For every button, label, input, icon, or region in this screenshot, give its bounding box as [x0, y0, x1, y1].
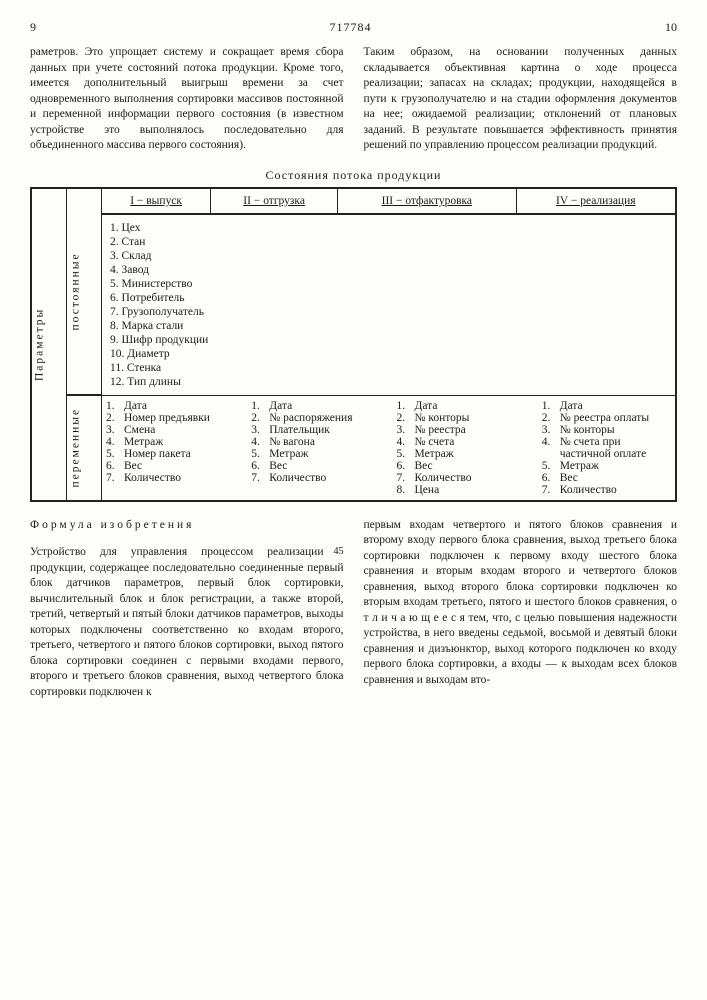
- variable-item: 7.Количество: [251, 472, 380, 484]
- variable-row: переменные 1.Дата2.Номер предъявки3.Смен…: [31, 395, 676, 501]
- var-col-2: 1.Дата2.№ распоряжения3.Плательщик4.№ ва…: [247, 396, 384, 500]
- variable-item: 5.Номер пакета: [106, 448, 235, 460]
- variable-item: 7.Количество: [106, 472, 235, 484]
- constant-item: 2. Стан: [110, 235, 667, 249]
- constant-item: 1. Цех: [110, 221, 667, 235]
- variable-item: 2.Номер предъявки: [106, 412, 235, 424]
- variable-item: 1.Дата: [106, 400, 235, 412]
- formula-right-col: первым входам четвертого и пятого блоков…: [364, 518, 678, 701]
- variable-item: 6.Вес: [397, 460, 526, 472]
- variable-item: 5.Метраж: [251, 448, 380, 460]
- variable-item: 6.Вес: [542, 472, 671, 484]
- variable-item: 4.№ счета при частичной оплате: [542, 436, 671, 460]
- variable-item: 8.Цена: [397, 484, 526, 496]
- variable-item: 5.Метраж: [542, 460, 671, 472]
- page-right: 10: [665, 20, 677, 35]
- variable-item: 4.Метраж: [106, 436, 235, 448]
- top-left-paragraph: раметров. Это упрощает систему и сокраща…: [30, 45, 344, 154]
- table-title: Состояния потока продукции: [30, 168, 677, 183]
- variable-item: 3.Смена: [106, 424, 235, 436]
- constant-item: 12. Тип длины: [110, 375, 667, 389]
- formula-left-text: 45 Устройство для управления процессом р…: [30, 545, 344, 700]
- state-table: Параметры постоянные I − выпуск II − отг…: [30, 187, 677, 502]
- variable-item: 1.Дата: [542, 400, 671, 412]
- variable-item: 6.Вес: [251, 460, 380, 472]
- top-right-paragraph: Таким образом, на основании полученных д…: [364, 45, 678, 154]
- variable-item: 4.№ вагона: [251, 436, 380, 448]
- var-col-3: 1.Дата2.№ конторы3.№ реестра4.№ счета5.М…: [393, 396, 530, 500]
- formula-title: Формула изобретения: [30, 518, 344, 534]
- line-num-45: 45: [330, 545, 344, 559]
- constant-item: 8. Марка стали: [110, 319, 667, 333]
- formula-right-text: первым входам четвертого и пятого блоков…: [364, 518, 678, 689]
- top-text-columns: раметров. Это упрощает систему и сокраща…: [30, 45, 677, 154]
- variable-item: 2.№ реестра оплаты: [542, 412, 671, 424]
- side-label-outer: Параметры: [31, 188, 67, 501]
- var-col-4: 1.Дата2.№ реестра оплаты3.№ конторы4.№ с…: [538, 396, 675, 500]
- constant-item: 3. Склад: [110, 249, 667, 263]
- variable-item: 3.Плательщик: [251, 424, 380, 436]
- variable-item: 1.Дата: [251, 400, 380, 412]
- variable-item: 7.Количество: [397, 472, 526, 484]
- variable-item: 1.Дата: [397, 400, 526, 412]
- variable-item: 5.Метраж: [397, 448, 526, 460]
- variable-cell: 1.Дата2.Номер предъявки3.Смена4.Метраж5.…: [102, 395, 677, 501]
- variable-item: 2.№ конторы: [397, 412, 526, 424]
- side-label-top: постоянные: [67, 188, 102, 396]
- variable-item: 3.№ конторы: [542, 424, 671, 436]
- constant-row: 1. Цех2. Стан3. Склад4. Завод5. Министер…: [31, 214, 676, 396]
- table-header-row: Параметры постоянные I − выпуск II − отг…: [31, 188, 676, 214]
- var-col-1: 1.Дата2.Номер предъявки3.Смена4.Метраж5.…: [102, 396, 239, 500]
- constant-item: 5. Министерство: [110, 277, 667, 291]
- constant-item: 7. Грузополучатель: [110, 305, 667, 319]
- variable-item: 2.№ распоряжения: [251, 412, 380, 424]
- col-header-3: III − отфактуровка: [338, 188, 517, 214]
- side-label-bottom: переменные: [67, 395, 102, 501]
- constant-item: 10. Диаметр: [110, 347, 667, 361]
- variable-item: 3.№ реестра: [397, 424, 526, 436]
- page-header: 9 717784 10: [30, 20, 677, 35]
- col-header-1: I − выпуск: [102, 188, 211, 214]
- constant-list: 1. Цех2. Стан3. Склад4. Завод5. Министер…: [110, 221, 667, 389]
- formula-left-col: Формула изобретения 45 Устройство для уп…: [30, 518, 344, 701]
- variable-item: 7.Количество: [542, 484, 671, 496]
- formula-section: Формула изобретения 45 Устройство для уп…: [30, 518, 677, 701]
- constant-item: 11. Стенка: [110, 361, 667, 375]
- col-header-2: II − отгрузка: [211, 188, 338, 214]
- constant-items-cell: 1. Цех2. Стан3. Склад4. Завод5. Министер…: [102, 214, 677, 396]
- col-header-4: IV − реализация: [516, 188, 676, 214]
- constant-item: 6. Потребитель: [110, 291, 667, 305]
- constant-item: 9. Шифр продукции: [110, 333, 667, 347]
- variable-item: 6.Вес: [106, 460, 235, 472]
- variable-item: 4.№ счета: [397, 436, 526, 448]
- doc-number: 717784: [36, 20, 665, 35]
- constant-item: 4. Завод: [110, 263, 667, 277]
